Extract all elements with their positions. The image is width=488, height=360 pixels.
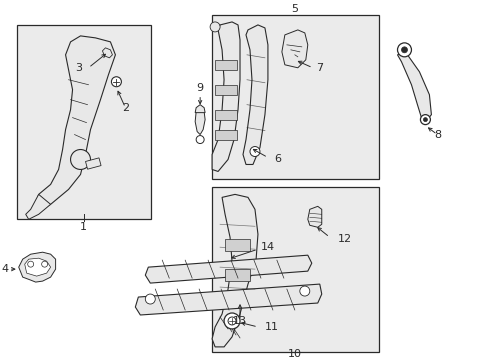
Polygon shape: [212, 22, 240, 171]
Circle shape: [224, 313, 240, 329]
Circle shape: [196, 136, 203, 144]
Text: 11: 11: [264, 322, 278, 332]
Text: 5: 5: [291, 4, 298, 14]
Circle shape: [420, 114, 429, 125]
Polygon shape: [19, 252, 56, 282]
Text: 8: 8: [433, 130, 440, 140]
Bar: [212, 188, 378, 352]
Bar: [224, 239, 249, 251]
Text: 10: 10: [287, 349, 301, 359]
Circle shape: [249, 147, 260, 157]
Polygon shape: [102, 48, 112, 58]
Polygon shape: [26, 194, 51, 219]
Text: 9: 9: [196, 83, 203, 93]
Polygon shape: [307, 206, 321, 227]
Polygon shape: [195, 110, 204, 135]
Polygon shape: [281, 30, 307, 68]
Text: 1: 1: [80, 222, 87, 232]
Circle shape: [299, 286, 309, 296]
Text: 4: 4: [1, 264, 8, 274]
Bar: [17, 25, 151, 219]
Bar: [212, 15, 378, 179]
Circle shape: [227, 317, 236, 325]
Polygon shape: [212, 194, 258, 347]
Circle shape: [41, 261, 47, 267]
Polygon shape: [135, 284, 321, 315]
Circle shape: [423, 118, 427, 122]
Bar: [215, 60, 237, 70]
Text: 2: 2: [122, 103, 129, 113]
Circle shape: [28, 261, 34, 267]
Circle shape: [401, 47, 407, 53]
Bar: [85, 158, 101, 169]
Circle shape: [70, 149, 90, 170]
Circle shape: [111, 77, 121, 87]
Polygon shape: [397, 52, 430, 120]
Text: 6: 6: [274, 154, 281, 165]
Bar: [215, 110, 237, 120]
Polygon shape: [25, 258, 51, 276]
Circle shape: [210, 22, 220, 32]
Bar: [215, 130, 237, 140]
Polygon shape: [195, 105, 204, 113]
Polygon shape: [145, 255, 311, 283]
Text: 13: 13: [233, 316, 246, 326]
Polygon shape: [243, 25, 267, 165]
Bar: [224, 269, 249, 281]
Polygon shape: [36, 36, 115, 209]
Bar: [215, 85, 237, 95]
Circle shape: [145, 294, 155, 304]
Text: 3: 3: [75, 63, 82, 73]
Text: 7: 7: [316, 63, 323, 73]
Text: 14: 14: [260, 242, 274, 252]
Circle shape: [397, 43, 410, 57]
Text: 12: 12: [337, 234, 351, 244]
